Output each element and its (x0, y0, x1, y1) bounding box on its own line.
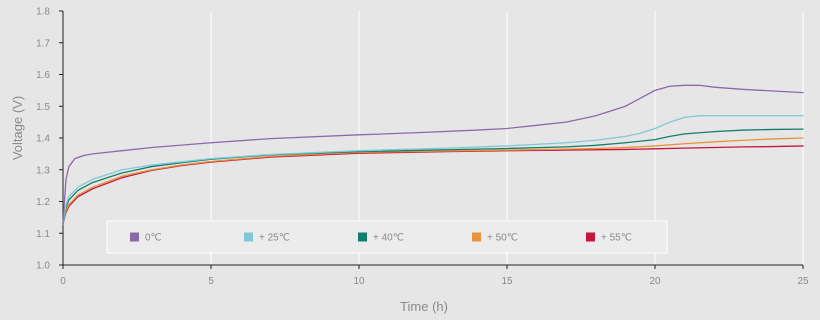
x-tick-label-3: 15 (501, 276, 513, 287)
x-tick-label-0: 0 (60, 276, 66, 287)
x-axis-title: Time (h) (400, 299, 448, 314)
series-line-3 (62, 137, 804, 225)
legend-label-4: + 55℃ (601, 233, 632, 244)
legend: 0℃ + 25℃ + 40℃ + 50℃ + 55℃ (106, 220, 668, 254)
legend-swatch-2 (358, 232, 367, 242)
series-lines (62, 84, 804, 225)
y-tick-label-2: 1.2 (36, 197, 50, 208)
x-tick-label-4: 20 (649, 276, 661, 287)
legend-label-2: + 40℃ (373, 233, 404, 244)
y-tick-label-3: 1.3 (36, 165, 50, 176)
series-line-0 (62, 84, 804, 225)
x-tick-label-1: 5 (208, 276, 214, 287)
y-tick-label-5: 1.5 (36, 102, 50, 113)
series-line-1 (62, 115, 804, 225)
x-tick-label-2: 10 (353, 276, 365, 287)
legend-label-0: 0℃ (145, 233, 162, 244)
y-tick-label-0: 1.0 (36, 261, 50, 272)
y-tick-label-1: 1.1 (36, 229, 50, 240)
y-tick-label-7: 1.7 (36, 38, 50, 49)
legend-swatch-1 (244, 232, 253, 242)
legend-swatch-3 (472, 232, 481, 242)
y-axis-title: Voltage (V) (10, 96, 25, 160)
series-line-4 (62, 145, 804, 225)
y-tick-label-8: 1.8 (36, 7, 50, 18)
legend-swatch-0 (130, 232, 139, 242)
y-tick-label-6: 1.6 (36, 70, 50, 81)
legend-box (106, 220, 668, 254)
legend-label-3: + 50℃ (487, 233, 518, 244)
legend-label-1: + 25℃ (259, 233, 290, 244)
legend-swatch-4 (586, 232, 595, 242)
y-tick-label-4: 1.4 (36, 134, 50, 145)
series-line-2 (62, 128, 804, 225)
x-tick-label-5: 25 (797, 276, 809, 287)
axes: 1.0 1.1 1.2 1.3 1.4 1.5 1.6 1.7 1.8 0 5 10 15 20 25 (36, 7, 809, 288)
